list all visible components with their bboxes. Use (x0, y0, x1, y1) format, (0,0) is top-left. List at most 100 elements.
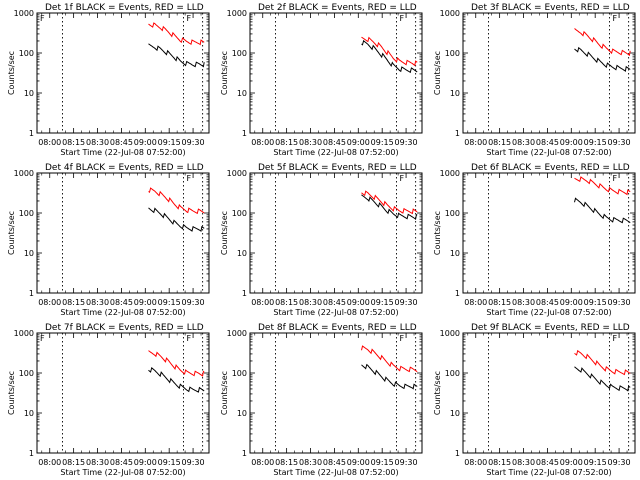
x-tick-label: 08:45 (536, 458, 559, 467)
x-axis-label: Start Time (22-Jul-08 07:52:00) (486, 468, 611, 477)
y-tick-label: 1000 (227, 329, 247, 338)
y-axis-label: Counts/sec (7, 211, 16, 255)
y-axis-label: Counts/sec (433, 371, 442, 415)
y-tick-label: 1 (29, 449, 34, 458)
plot-frame (249, 172, 423, 294)
panel-det-8: Det 8f BLACK = Events, RED = LLD 1 10 100 10… (220, 323, 423, 477)
x-tick-label: 08:45 (110, 298, 133, 307)
y-tick-label: 1000 (440, 329, 460, 338)
x-tick-label: 08:30 (512, 298, 535, 307)
x-tick-label: 09:15 (584, 138, 607, 147)
series-events-line (361, 194, 418, 220)
y-tick-label: 1 (242, 289, 247, 298)
x-tick-label: 09:15 (371, 298, 394, 307)
x-tick-label: 09:15 (158, 298, 181, 307)
x-axis-label: Start Time (22-Jul-08 07:52:00) (60, 148, 185, 157)
x-tick-label: 09:00 (560, 298, 583, 307)
plot-frame (249, 12, 423, 134)
y-tick-label: 1000 (227, 169, 247, 178)
flag-letter: F (400, 14, 405, 23)
y-tick-label: 100 (232, 209, 247, 218)
x-tick-label: 09:30 (608, 458, 631, 467)
x-tick-label: 09:15 (584, 458, 607, 467)
flag-letter: F (40, 14, 45, 23)
series-lld-line (148, 22, 205, 46)
x-tick-label: 08:30 (299, 138, 322, 147)
y-tick-label: 1 (29, 129, 34, 138)
x-tick-label: 08:15 (488, 138, 511, 147)
y-tick-label: 1 (455, 129, 460, 138)
y-axis-label: Counts/sec (220, 211, 229, 255)
flag-letter: F (187, 14, 192, 23)
series-lld-line (361, 345, 418, 373)
x-axis-label: Start Time (22-Jul-08 07:52:00) (273, 468, 398, 477)
x-tick-label: 08:45 (110, 458, 133, 467)
y-tick-label: 100 (19, 49, 34, 58)
plot-frame (462, 12, 636, 134)
plot-frame (462, 172, 636, 294)
panel-title: Det 4f BLACK = Events, RED = LLD (45, 163, 204, 173)
y-tick-label: 10 (237, 89, 247, 98)
x-tick-label: 08:00 (464, 458, 487, 467)
panel-det-9: Det 9f BLACK = Events, RED = LLD 1 10 100 10… (433, 323, 636, 477)
plot-frame (36, 12, 210, 134)
y-tick-label: 1000 (440, 9, 460, 18)
panel-title: Det 9f BLACK = Events, RED = LLD (471, 323, 630, 333)
x-axis-label: Start Time (22-Jul-08 07:52:00) (60, 308, 185, 317)
x-tick-label: 08:15 (488, 298, 511, 307)
x-axis-label: Start Time (22-Jul-08 07:52:00) (273, 308, 398, 317)
y-tick-label: 10 (237, 249, 247, 258)
x-tick-label: 08:45 (110, 138, 133, 147)
panel-title: Det 5f BLACK = Events, RED = LLD (258, 163, 417, 173)
x-tick-label: 09:30 (608, 138, 631, 147)
x-axis-label: Start Time (22-Jul-08 07:52:00) (486, 148, 611, 157)
x-tick-label: 08:45 (323, 138, 346, 147)
panel-det-5: Det 5f BLACK = Events, RED = LLD 1 10 100 10… (220, 163, 423, 317)
panel-det-1: Det 1f BLACK = Events, RED = LLD 1 10 100 10… (7, 3, 210, 157)
x-tick-label: 09:15 (584, 298, 607, 307)
y-tick-label: 1 (455, 289, 460, 298)
series-lld-line (574, 176, 631, 196)
x-tick-label: 08:30 (299, 458, 322, 467)
y-tick-label: 1000 (14, 9, 34, 18)
x-tick-label: 09:00 (347, 138, 370, 147)
x-tick-label: 09:15 (158, 138, 181, 147)
x-tick-label: 08:00 (38, 138, 61, 147)
x-tick-label: 08:00 (251, 298, 274, 307)
x-tick-label: 08:45 (536, 138, 559, 147)
x-tick-label: 08:45 (323, 458, 346, 467)
x-tick-label: 09:00 (134, 458, 157, 467)
series-lld-line (574, 349, 631, 376)
x-tick-label: 08:00 (251, 458, 274, 467)
y-tick-label: 10 (450, 249, 460, 258)
x-tick-label: 09:00 (560, 458, 583, 467)
x-tick-label: 08:15 (62, 138, 85, 147)
series-lld-line (148, 187, 205, 215)
y-tick-label: 1000 (227, 9, 247, 18)
x-tick-label: 09:00 (134, 298, 157, 307)
series-lld-line (574, 28, 631, 57)
panel-title: Det 1f BLACK = Events, RED = LLD (45, 3, 204, 13)
y-tick-label: 100 (19, 369, 34, 378)
flag-letter: F (40, 334, 45, 343)
panel-det-2: Det 2f BLACK = Events, RED = LLD 1 10 100 10… (220, 3, 423, 157)
x-tick-label: 08:00 (464, 298, 487, 307)
flag-letter: F (187, 174, 192, 183)
flag-letter: F (400, 174, 405, 183)
y-axis-label: Counts/sec (7, 371, 16, 415)
y-tick-label: 10 (24, 249, 34, 258)
panel-title: Det 2f BLACK = Events, RED = LLD (258, 3, 417, 13)
y-tick-label: 100 (19, 209, 34, 218)
y-tick-label: 10 (24, 409, 34, 418)
series-events-line (361, 363, 418, 390)
plot-frame (249, 332, 423, 454)
y-tick-label: 1 (29, 289, 34, 298)
x-tick-label: 09:15 (158, 458, 181, 467)
x-tick-label: 08:00 (251, 138, 274, 147)
panel-det-3: Det 3f BLACK = Events, RED = LLD 1 10 100 10… (433, 3, 636, 157)
panel-title: Det 6f BLACK = Events, RED = LLD (471, 163, 630, 173)
x-tick-label: 09:30 (182, 298, 205, 307)
series-events-line (574, 366, 631, 392)
x-tick-label: 08:30 (86, 138, 109, 147)
